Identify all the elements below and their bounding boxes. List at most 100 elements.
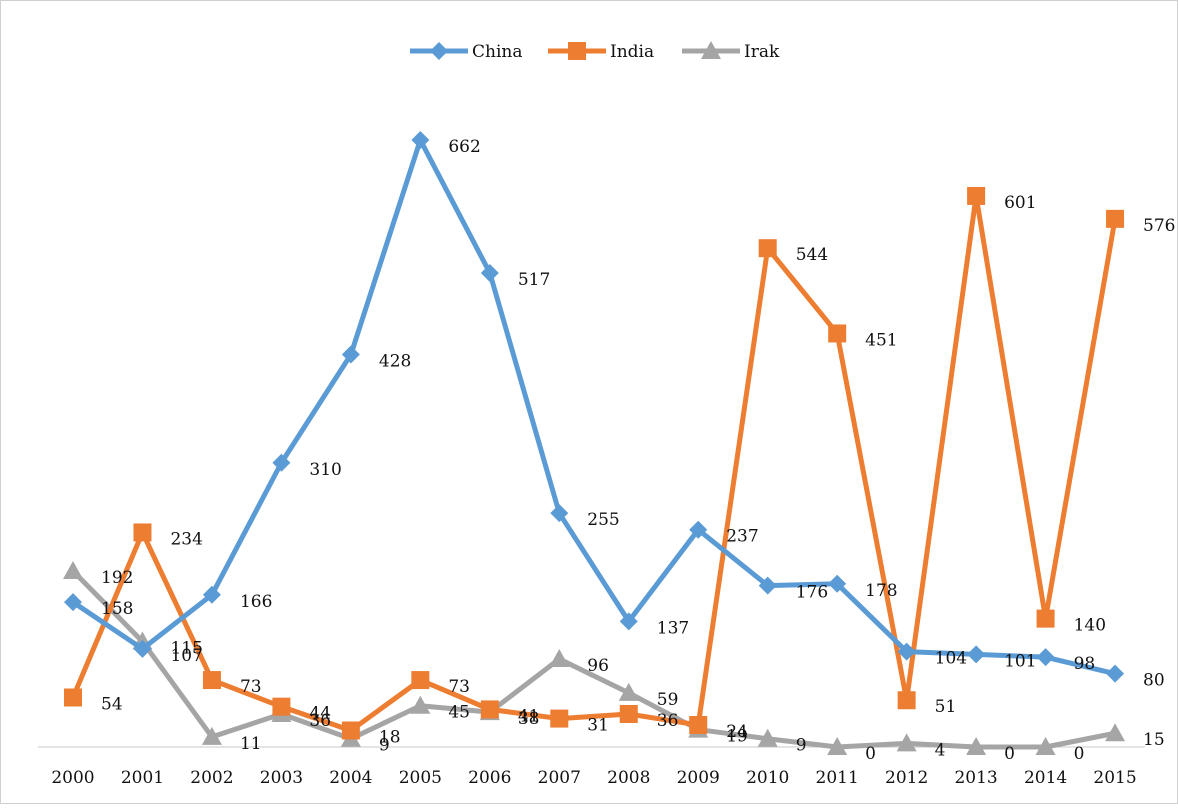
series-line-china: [71, 137, 1116, 677]
data-label-china-2008: 137: [657, 618, 689, 638]
point-irak-2005: [410, 695, 431, 714]
data-label-india-2004: 18: [379, 727, 401, 747]
data-label-india-2011: 451: [865, 330, 897, 350]
legend-label-irak: Irak: [744, 42, 780, 62]
data-label-irak-2013: 0: [1004, 744, 1015, 764]
data-label-china-2007: 255: [587, 510, 619, 530]
x-tick-label-2015: 2015: [1093, 768, 1136, 788]
point-china-2004: [341, 345, 360, 364]
point-irak-2008: [618, 682, 639, 701]
point-india-2013: [967, 186, 986, 205]
data-label-china-2014: 98: [1074, 654, 1096, 674]
x-tick-label-2000: 2000: [51, 768, 94, 788]
legend-item-india: India: [548, 42, 654, 62]
point-irak-2000: [63, 560, 83, 579]
point-china-2003: [272, 453, 291, 472]
x-tick-label-2005: 2005: [399, 768, 442, 788]
point-china-2013: [967, 645, 986, 664]
point-china-2000: [64, 593, 82, 612]
point-india-2011: [828, 324, 847, 343]
data-label-china-2003: 310: [309, 460, 341, 480]
x-tick-label-2014: 2014: [1024, 768, 1067, 788]
data-label-china-2009: 237: [726, 527, 758, 547]
legend-item-irak: Irak: [682, 41, 780, 62]
data-label-irak-2004: 9: [379, 736, 390, 756]
point-india-2015: [1106, 209, 1125, 228]
x-tick-label-2012: 2012: [885, 768, 928, 788]
point-india-2008: [619, 704, 638, 723]
point-india-2001: [133, 523, 152, 542]
data-label-irak-2002: 11: [240, 734, 262, 754]
data-label-irak-2014: 0: [1074, 744, 1085, 764]
data-label-india-2013: 601: [1004, 193, 1036, 213]
data-label-china-2015: 80: [1143, 671, 1165, 691]
data-label-irak-2011: 0: [865, 744, 876, 764]
x-tick-label-2010: 2010: [746, 768, 789, 788]
data-label-india-2010: 544: [796, 245, 828, 265]
data-label-india-2015: 576: [1143, 216, 1175, 236]
data-label-china-2002: 166: [240, 592, 272, 612]
point-china-2014: [1036, 648, 1055, 667]
point-india-2002: [202, 671, 221, 690]
point-irak-2011: [827, 737, 848, 755]
data-label-india-2008: 36: [657, 711, 679, 731]
point-irak-2013: [966, 737, 987, 755]
data-label-china-2006: 517: [518, 270, 550, 290]
data-label-irak-2012: 4: [935, 740, 946, 760]
series-layer: [63, 131, 1126, 755]
data-label-irak-2009: 19: [726, 727, 748, 747]
x-tick-label-2003: 2003: [260, 768, 303, 788]
point-irak-2014: [1035, 737, 1056, 755]
point-irak-2002: [201, 726, 222, 745]
point-india-2000: [64, 688, 82, 707]
data-label-india-2000: 54: [101, 694, 123, 714]
point-irak-2012: [896, 733, 917, 752]
point-india-2012: [897, 691, 916, 710]
data-label-irak-2006: 38: [518, 709, 540, 729]
point-china-2009: [689, 520, 708, 539]
data-label-india-2003: 44: [309, 704, 331, 724]
data-label-irak-2005: 45: [448, 703, 470, 723]
data-label-india-2005: 73: [448, 677, 470, 697]
data-label-irak-2000: 192: [101, 568, 133, 588]
point-india-2005: [411, 671, 430, 690]
point-irak-2007: [549, 648, 570, 667]
legend-marker-china: [430, 42, 448, 60]
point-india-2006: [480, 700, 499, 719]
legend-label-china: China: [472, 42, 522, 62]
data-label-china-2001: 107: [170, 646, 202, 666]
data-label-china-2013: 101: [1004, 651, 1036, 671]
data-label-irak-2015: 15: [1143, 730, 1165, 750]
series-india: [64, 186, 1125, 740]
legend-marker-irak: [701, 41, 721, 59]
point-china-2011: [828, 574, 847, 593]
x-tick-label-2007: 2007: [538, 768, 581, 788]
point-india-2010: [758, 239, 777, 258]
data-label-china-2011: 178: [865, 581, 897, 601]
data-label-india-2001: 234: [170, 529, 202, 549]
series-line-india: [70, 193, 1118, 733]
point-china-2007: [550, 504, 569, 523]
point-china-2015: [1106, 664, 1125, 683]
point-india-2003: [272, 697, 291, 716]
x-tick-label-2011: 2011: [816, 768, 859, 788]
data-label-india-2014: 140: [1074, 616, 1106, 636]
data-label-irak-2008: 59: [657, 690, 679, 710]
data-label-china-2000: 158: [101, 599, 133, 619]
point-india-2007: [550, 709, 569, 728]
series-china: [64, 131, 1125, 683]
point-india-2014: [1036, 609, 1055, 628]
series-line-irak: [71, 569, 1116, 750]
data-label-china-2005: 662: [448, 137, 480, 157]
x-tick-label-2006: 2006: [468, 768, 511, 788]
data-label-india-2006: 41: [518, 706, 540, 726]
data-label-irak-2007: 96: [587, 656, 609, 676]
point-china-2006: [480, 263, 499, 282]
x-tick-label-2004: 2004: [329, 768, 372, 788]
legend-marker-india: [568, 42, 586, 60]
point-india-2009: [689, 715, 708, 734]
data-label-irak-2003: 36: [309, 711, 331, 731]
